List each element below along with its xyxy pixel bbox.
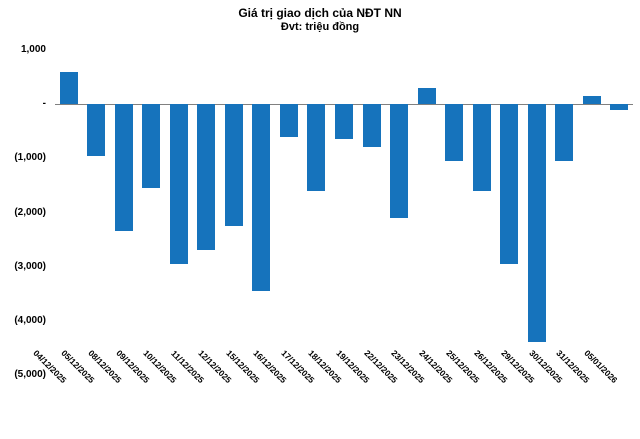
y-tick-label: 1,000: [20, 44, 46, 55]
y-axis: 1,000 - (1,000) (2,000) (3,000) (4,000) (5,000…: [0, 44, 48, 380]
bar: [142, 104, 160, 189]
bar: [225, 104, 243, 227]
y-tick-label: (5,000): [14, 369, 46, 380]
bar: [307, 104, 325, 191]
bar: [610, 104, 628, 110]
chart-subtitle: Đvt: triệu đồng: [280, 21, 360, 33]
y-tick-label: (1,000): [14, 152, 46, 164]
bar: [445, 104, 463, 162]
plot-area: [55, 50, 633, 375]
y-tick-label: (3,000): [14, 260, 46, 272]
y-tick-label: -: [42, 98, 46, 110]
bar: [280, 104, 298, 137]
bar: [583, 96, 601, 105]
bar: [252, 104, 270, 292]
y-tick-label: (4,000): [14, 314, 46, 326]
bar: [555, 104, 573, 162]
y-tick-label: (2,000): [14, 206, 46, 218]
bar: [197, 104, 215, 251]
bar: [528, 104, 546, 343]
bar: [500, 104, 518, 264]
chart-title: Giá trị giao dịch của NĐT NN: [238, 6, 402, 20]
bar: [390, 104, 408, 218]
bar: [170, 104, 188, 264]
bar: [335, 104, 353, 140]
bar: [87, 104, 105, 156]
x-axis: 04/12/2025 05/12/2025 08/12/2025 09/12/2025…: [32, 348, 633, 438]
bar: [115, 104, 133, 232]
bar: [363, 104, 381, 148]
bar: [418, 87, 436, 105]
bar: [60, 71, 78, 105]
bar: [473, 104, 491, 191]
